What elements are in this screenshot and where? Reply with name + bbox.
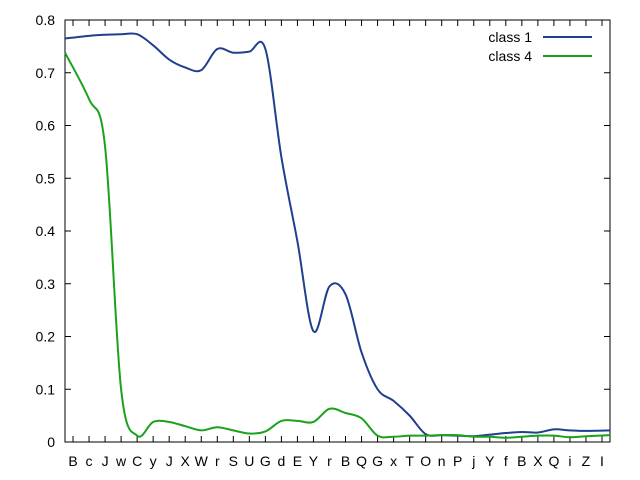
y-tick-label: 0.5 [36,170,56,186]
x-tick-label: S [229,453,238,469]
x-tick-label: r [327,453,332,469]
x-tick-label: Z [582,453,591,469]
y-tick-label: 0.1 [36,381,56,397]
x-tick-label: d [277,453,285,469]
x-tick-label: J [102,453,109,469]
x-tick-label: B [517,453,526,469]
y-tick-label: 0.4 [36,223,56,239]
legend: class 1 class 4 [488,29,592,64]
x-tick-label: I [600,453,604,469]
y-tick-label: 0.8 [36,12,56,28]
x-tick-label: W [195,453,209,469]
x-tick-label: B [341,453,350,469]
y-tick-label: 0.3 [36,276,56,292]
y-tick-label: 0.6 [36,118,56,134]
x-tick-label: U [244,453,254,469]
x-tick-label: J [166,453,173,469]
x-tick-label: r [215,453,220,469]
x-tick-label: Q [548,453,559,469]
x-tick-label: Q [356,453,367,469]
y-tick-label: 0.2 [36,329,56,345]
x-tick-label: w [115,453,127,469]
x-tick-label: O [420,453,431,469]
y-tick-label: 0 [47,434,55,450]
y-tick-label: 0.7 [36,65,56,81]
x-tick-label: i [568,453,571,469]
x-tick-label: P [453,453,462,469]
series-lines [64,32,611,439]
y-tick-labels: 0 0.1 0.2 0.3 0.4 0.5 0.6 0.7 0.8 [36,12,56,450]
legend-label: class 1 [488,29,532,45]
x-tick-label: f [504,453,508,469]
x-tick-label: y [150,453,157,469]
legend-label: class 4 [488,48,532,64]
x-tick-label: E [293,453,302,469]
x-tick-label: Y [309,453,319,469]
x-tick-label: X [533,453,543,469]
x-tick-label: c [86,453,93,469]
x-tick-label: Y [485,453,495,469]
x-tick-label: x [390,453,397,469]
x-tick-label: C [132,453,142,469]
x-tick-label: T [405,453,414,469]
plot-frame [64,19,611,443]
x-tick-label: G [372,453,383,469]
x-tick-label: X [181,453,191,469]
x-tick-label: n [438,453,446,469]
x-tick-label: B [68,453,77,469]
x-tick-label: j [471,453,475,469]
series-line-1 [64,32,611,438]
series-line-2 [64,52,611,439]
x-tick-label: G [260,453,271,469]
